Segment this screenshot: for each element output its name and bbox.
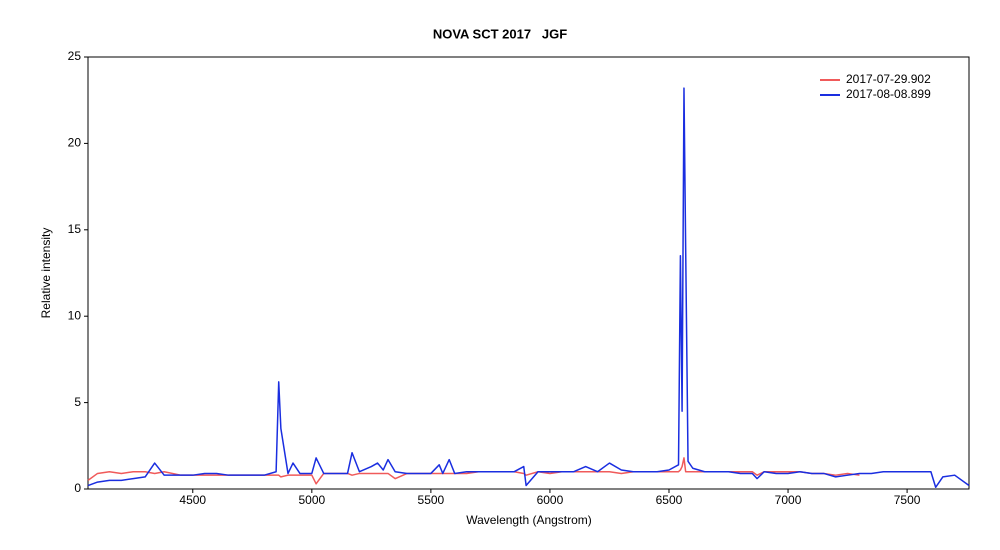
y-tick-label: 15 [68, 222, 82, 236]
y-tick-label: 25 [68, 49, 82, 63]
chart-title: NOVA SCT 2017 JGF [433, 26, 567, 41]
legend-label: 2017-08-08.899 [846, 87, 931, 101]
x-tick-label: 4500 [179, 493, 206, 507]
y-tick-label: 20 [68, 136, 82, 150]
x-tick-label: 7500 [894, 493, 921, 507]
plot-frame [87, 56, 970, 490]
x-tick-label: 5000 [298, 493, 325, 507]
x-tick-label: 6000 [537, 493, 564, 507]
legend-label: 2017-07-29.902 [846, 72, 931, 86]
x-axis-label: Wavelength (Angstrom) [466, 513, 592, 527]
x-tick-label: 5500 [418, 493, 445, 507]
y-tick-label: 0 [74, 481, 81, 495]
y-axis-label: Relative intensity [39, 228, 53, 319]
series-line [87, 87, 970, 489]
x-tick-label: 7000 [775, 493, 802, 507]
y-tick-label: 5 [74, 395, 81, 409]
x-tick-label: 6500 [656, 493, 683, 507]
y-tick-label: 10 [68, 308, 82, 322]
